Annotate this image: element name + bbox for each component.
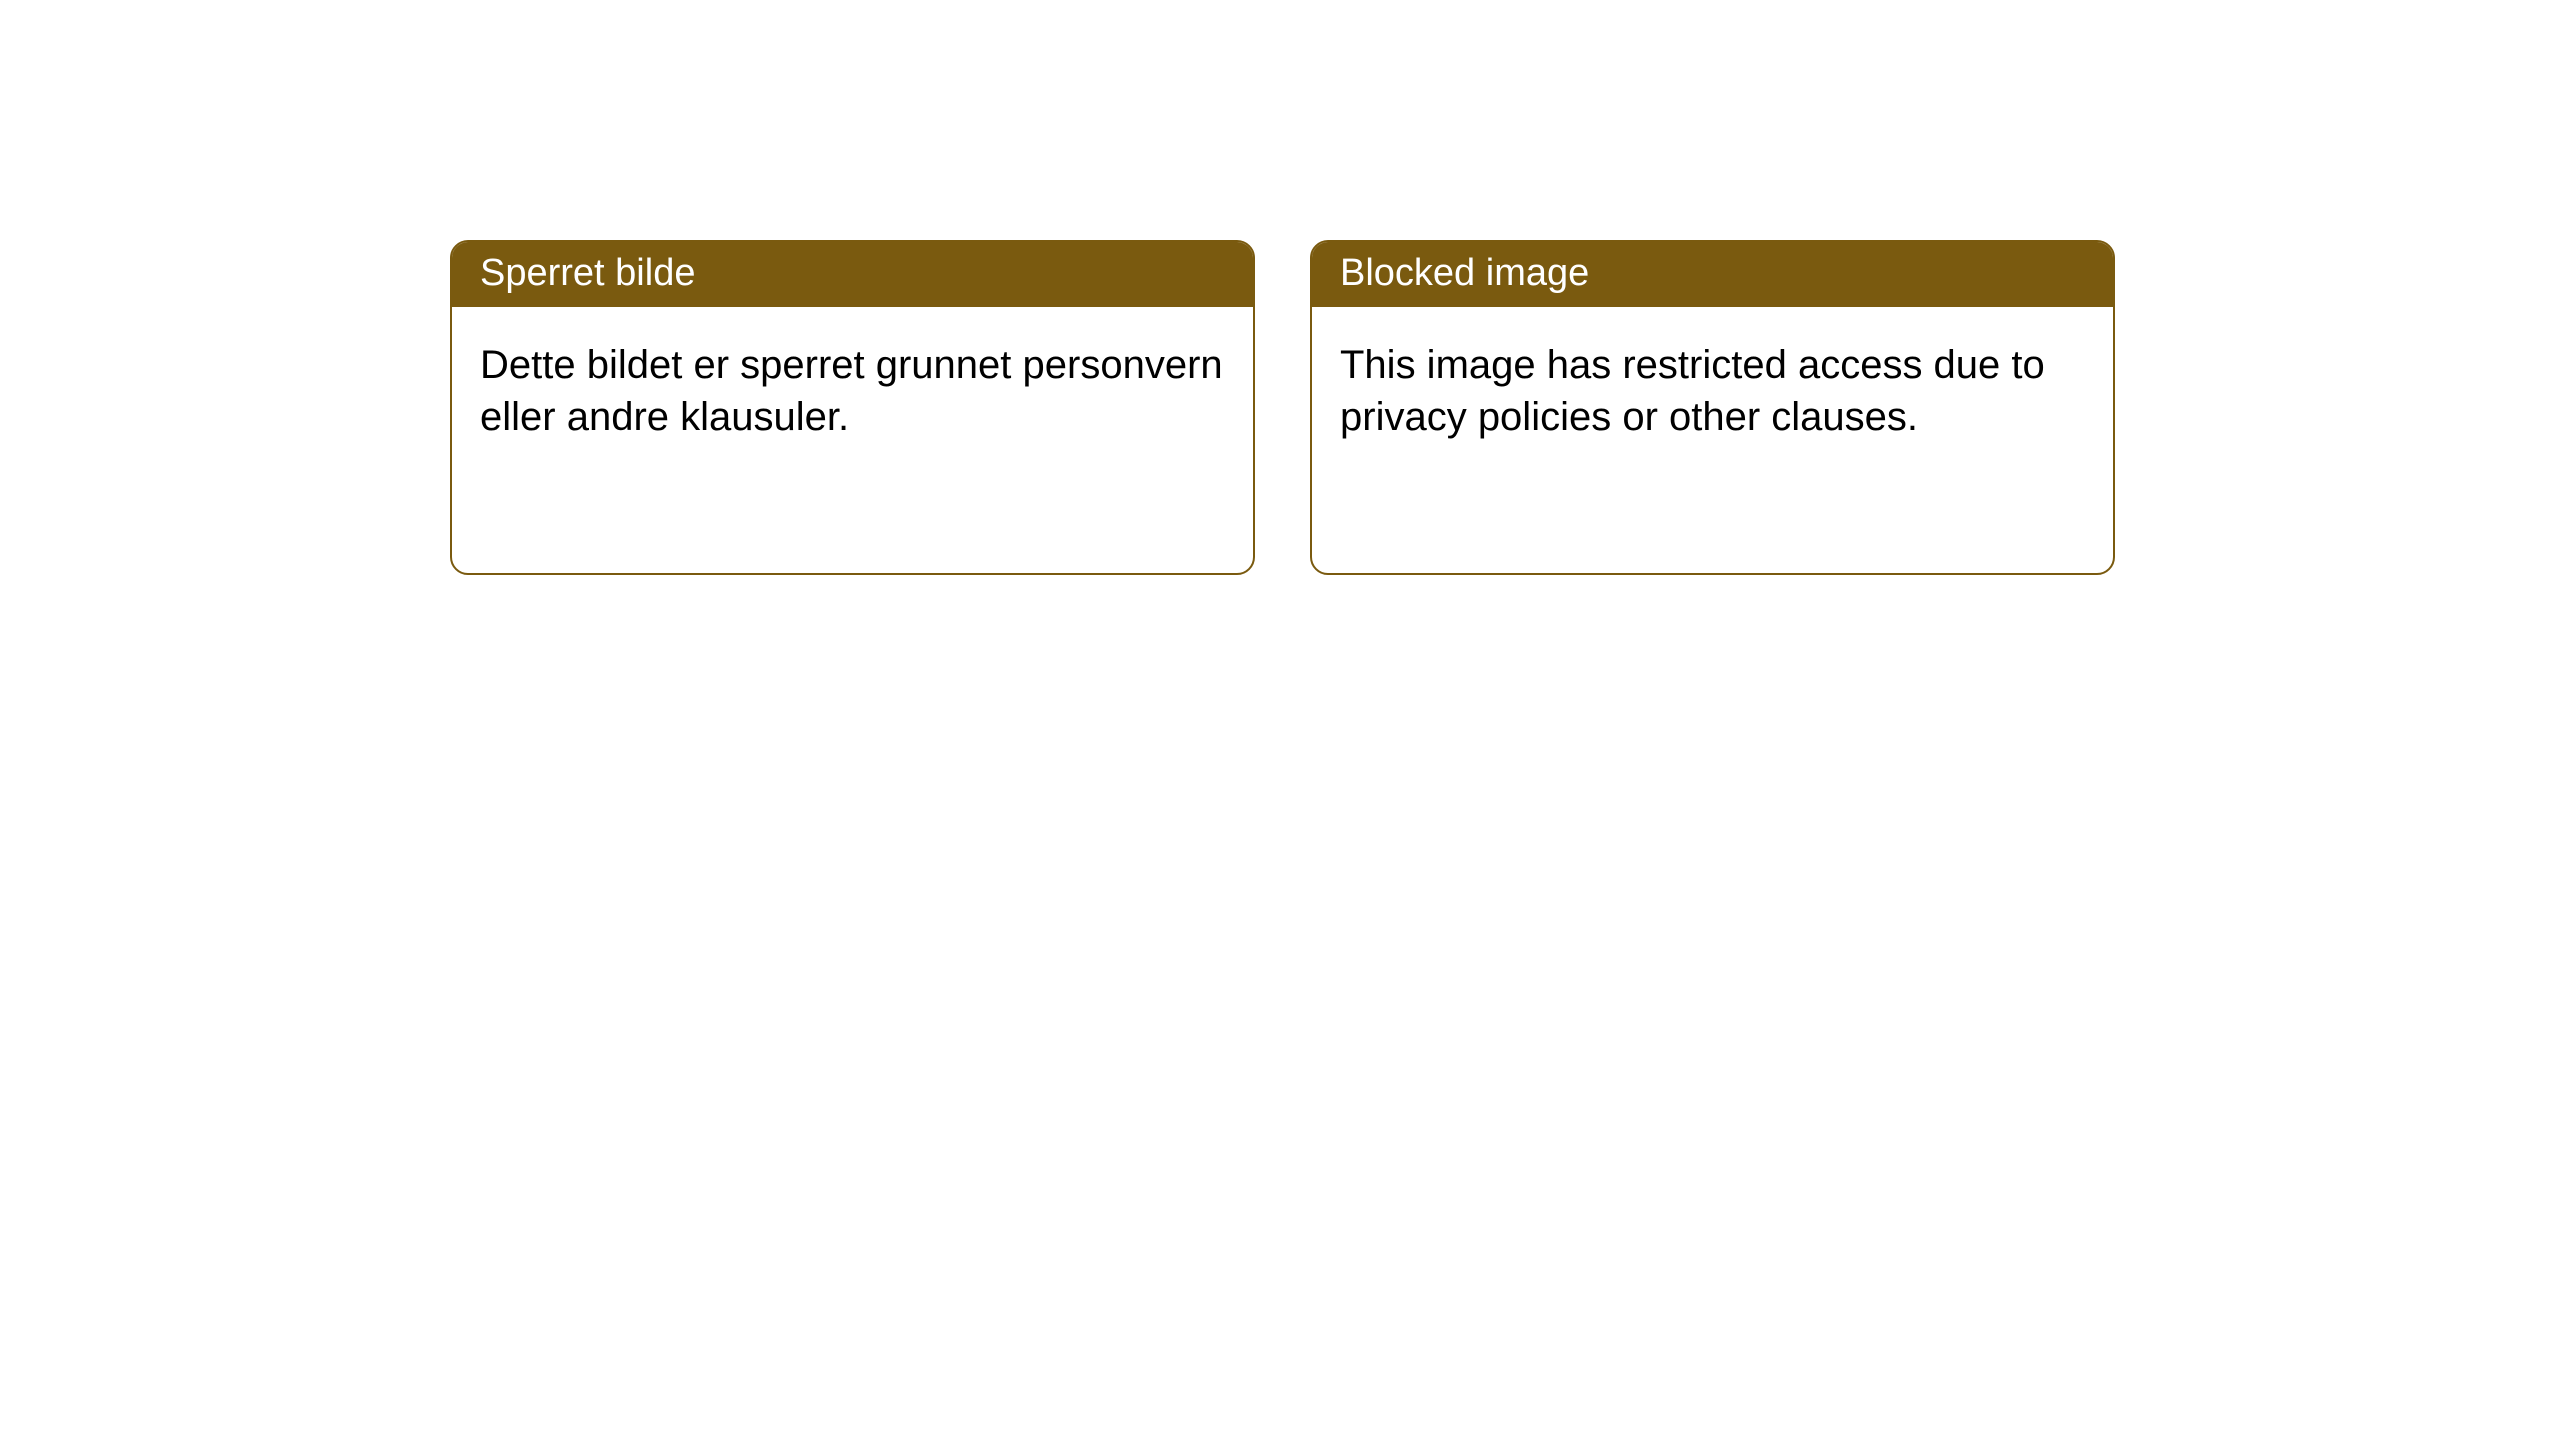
notice-card-english: Blocked image This image has restricted …: [1310, 240, 2115, 575]
notice-card-title: Blocked image: [1312, 242, 2113, 307]
notice-card-body: This image has restricted access due to …: [1312, 307, 2113, 475]
notice-card-title: Sperret bilde: [452, 242, 1253, 307]
notice-container: Sperret bilde Dette bildet er sperret gr…: [0, 0, 2560, 575]
notice-card-body: Dette bildet er sperret grunnet personve…: [452, 307, 1253, 475]
notice-card-norwegian: Sperret bilde Dette bildet er sperret gr…: [450, 240, 1255, 575]
